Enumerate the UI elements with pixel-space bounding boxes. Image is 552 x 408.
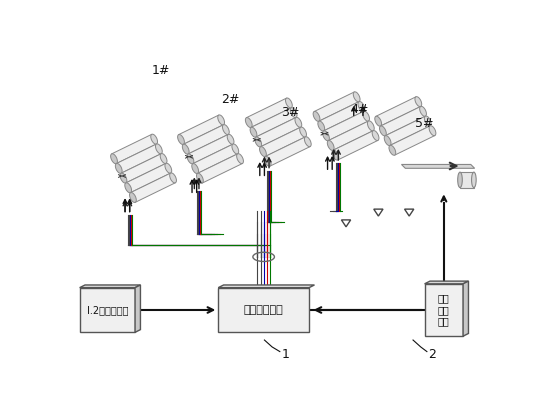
Polygon shape (79, 285, 140, 288)
Text: I.2目标设定值: I.2目标设定值 (87, 305, 128, 315)
Text: 自动板形控制: 自动板形控制 (244, 305, 284, 315)
Polygon shape (323, 111, 369, 141)
Polygon shape (256, 118, 301, 147)
Text: 1: 1 (282, 348, 290, 361)
Polygon shape (179, 115, 224, 144)
Polygon shape (380, 106, 426, 136)
Ellipse shape (389, 145, 396, 155)
Polygon shape (266, 137, 310, 166)
Ellipse shape (332, 150, 339, 160)
Ellipse shape (429, 126, 436, 136)
Polygon shape (135, 285, 140, 333)
Polygon shape (328, 121, 373, 150)
Ellipse shape (384, 135, 391, 146)
Ellipse shape (264, 156, 271, 166)
Ellipse shape (246, 118, 252, 128)
Ellipse shape (300, 127, 306, 137)
Ellipse shape (156, 144, 162, 154)
Ellipse shape (471, 172, 476, 188)
Ellipse shape (255, 137, 262, 147)
Ellipse shape (285, 98, 292, 108)
Ellipse shape (222, 124, 229, 135)
Ellipse shape (372, 131, 379, 140)
Polygon shape (463, 281, 469, 336)
Ellipse shape (237, 154, 243, 164)
Ellipse shape (313, 111, 320, 121)
Ellipse shape (368, 121, 374, 131)
Polygon shape (218, 285, 315, 288)
Ellipse shape (110, 154, 118, 164)
Ellipse shape (169, 173, 177, 183)
Ellipse shape (130, 193, 136, 202)
Polygon shape (121, 154, 166, 183)
Polygon shape (460, 172, 474, 188)
Polygon shape (198, 154, 242, 183)
Text: 1#: 1# (152, 64, 171, 77)
Polygon shape (246, 98, 291, 127)
Polygon shape (385, 116, 430, 145)
Ellipse shape (318, 121, 325, 131)
Ellipse shape (232, 144, 238, 154)
Text: 3#: 3# (282, 106, 300, 119)
Ellipse shape (358, 102, 365, 111)
Ellipse shape (420, 106, 427, 116)
Ellipse shape (187, 154, 194, 164)
Ellipse shape (458, 172, 463, 188)
Polygon shape (131, 173, 176, 202)
Ellipse shape (363, 111, 369, 121)
Text: 2: 2 (428, 348, 436, 361)
Ellipse shape (375, 116, 381, 126)
Polygon shape (401, 164, 475, 169)
Ellipse shape (197, 173, 203, 183)
Polygon shape (116, 144, 161, 173)
Ellipse shape (151, 134, 157, 144)
Ellipse shape (165, 163, 172, 173)
Ellipse shape (182, 144, 189, 154)
Ellipse shape (178, 135, 184, 144)
Bar (79, 288, 135, 333)
Polygon shape (126, 163, 171, 193)
Polygon shape (424, 281, 469, 284)
Polygon shape (251, 108, 296, 137)
Ellipse shape (353, 92, 360, 102)
Ellipse shape (250, 127, 257, 137)
Ellipse shape (380, 126, 386, 136)
Bar (424, 284, 463, 336)
Ellipse shape (295, 118, 302, 127)
Text: 2#: 2# (221, 93, 240, 106)
Ellipse shape (125, 183, 131, 193)
Polygon shape (376, 97, 421, 126)
Ellipse shape (424, 116, 431, 126)
Ellipse shape (415, 97, 422, 106)
Polygon shape (390, 126, 435, 155)
Polygon shape (193, 144, 238, 173)
Polygon shape (261, 127, 305, 156)
Polygon shape (333, 131, 378, 160)
Ellipse shape (327, 140, 334, 151)
Bar (218, 288, 309, 333)
Ellipse shape (290, 108, 297, 118)
Ellipse shape (217, 115, 225, 125)
Text: 5#: 5# (415, 117, 434, 130)
Text: 4#: 4# (350, 102, 368, 115)
Ellipse shape (227, 134, 234, 144)
Ellipse shape (192, 164, 199, 173)
Ellipse shape (322, 131, 330, 141)
Polygon shape (314, 92, 359, 121)
Text: 板形
测量
系统: 板形 测量 系统 (438, 293, 450, 326)
Polygon shape (319, 102, 364, 131)
Polygon shape (188, 134, 233, 164)
Ellipse shape (160, 153, 167, 164)
Ellipse shape (115, 164, 122, 173)
Ellipse shape (259, 146, 266, 157)
Polygon shape (183, 125, 228, 154)
Polygon shape (112, 134, 157, 164)
Ellipse shape (120, 173, 127, 183)
Ellipse shape (304, 137, 311, 147)
